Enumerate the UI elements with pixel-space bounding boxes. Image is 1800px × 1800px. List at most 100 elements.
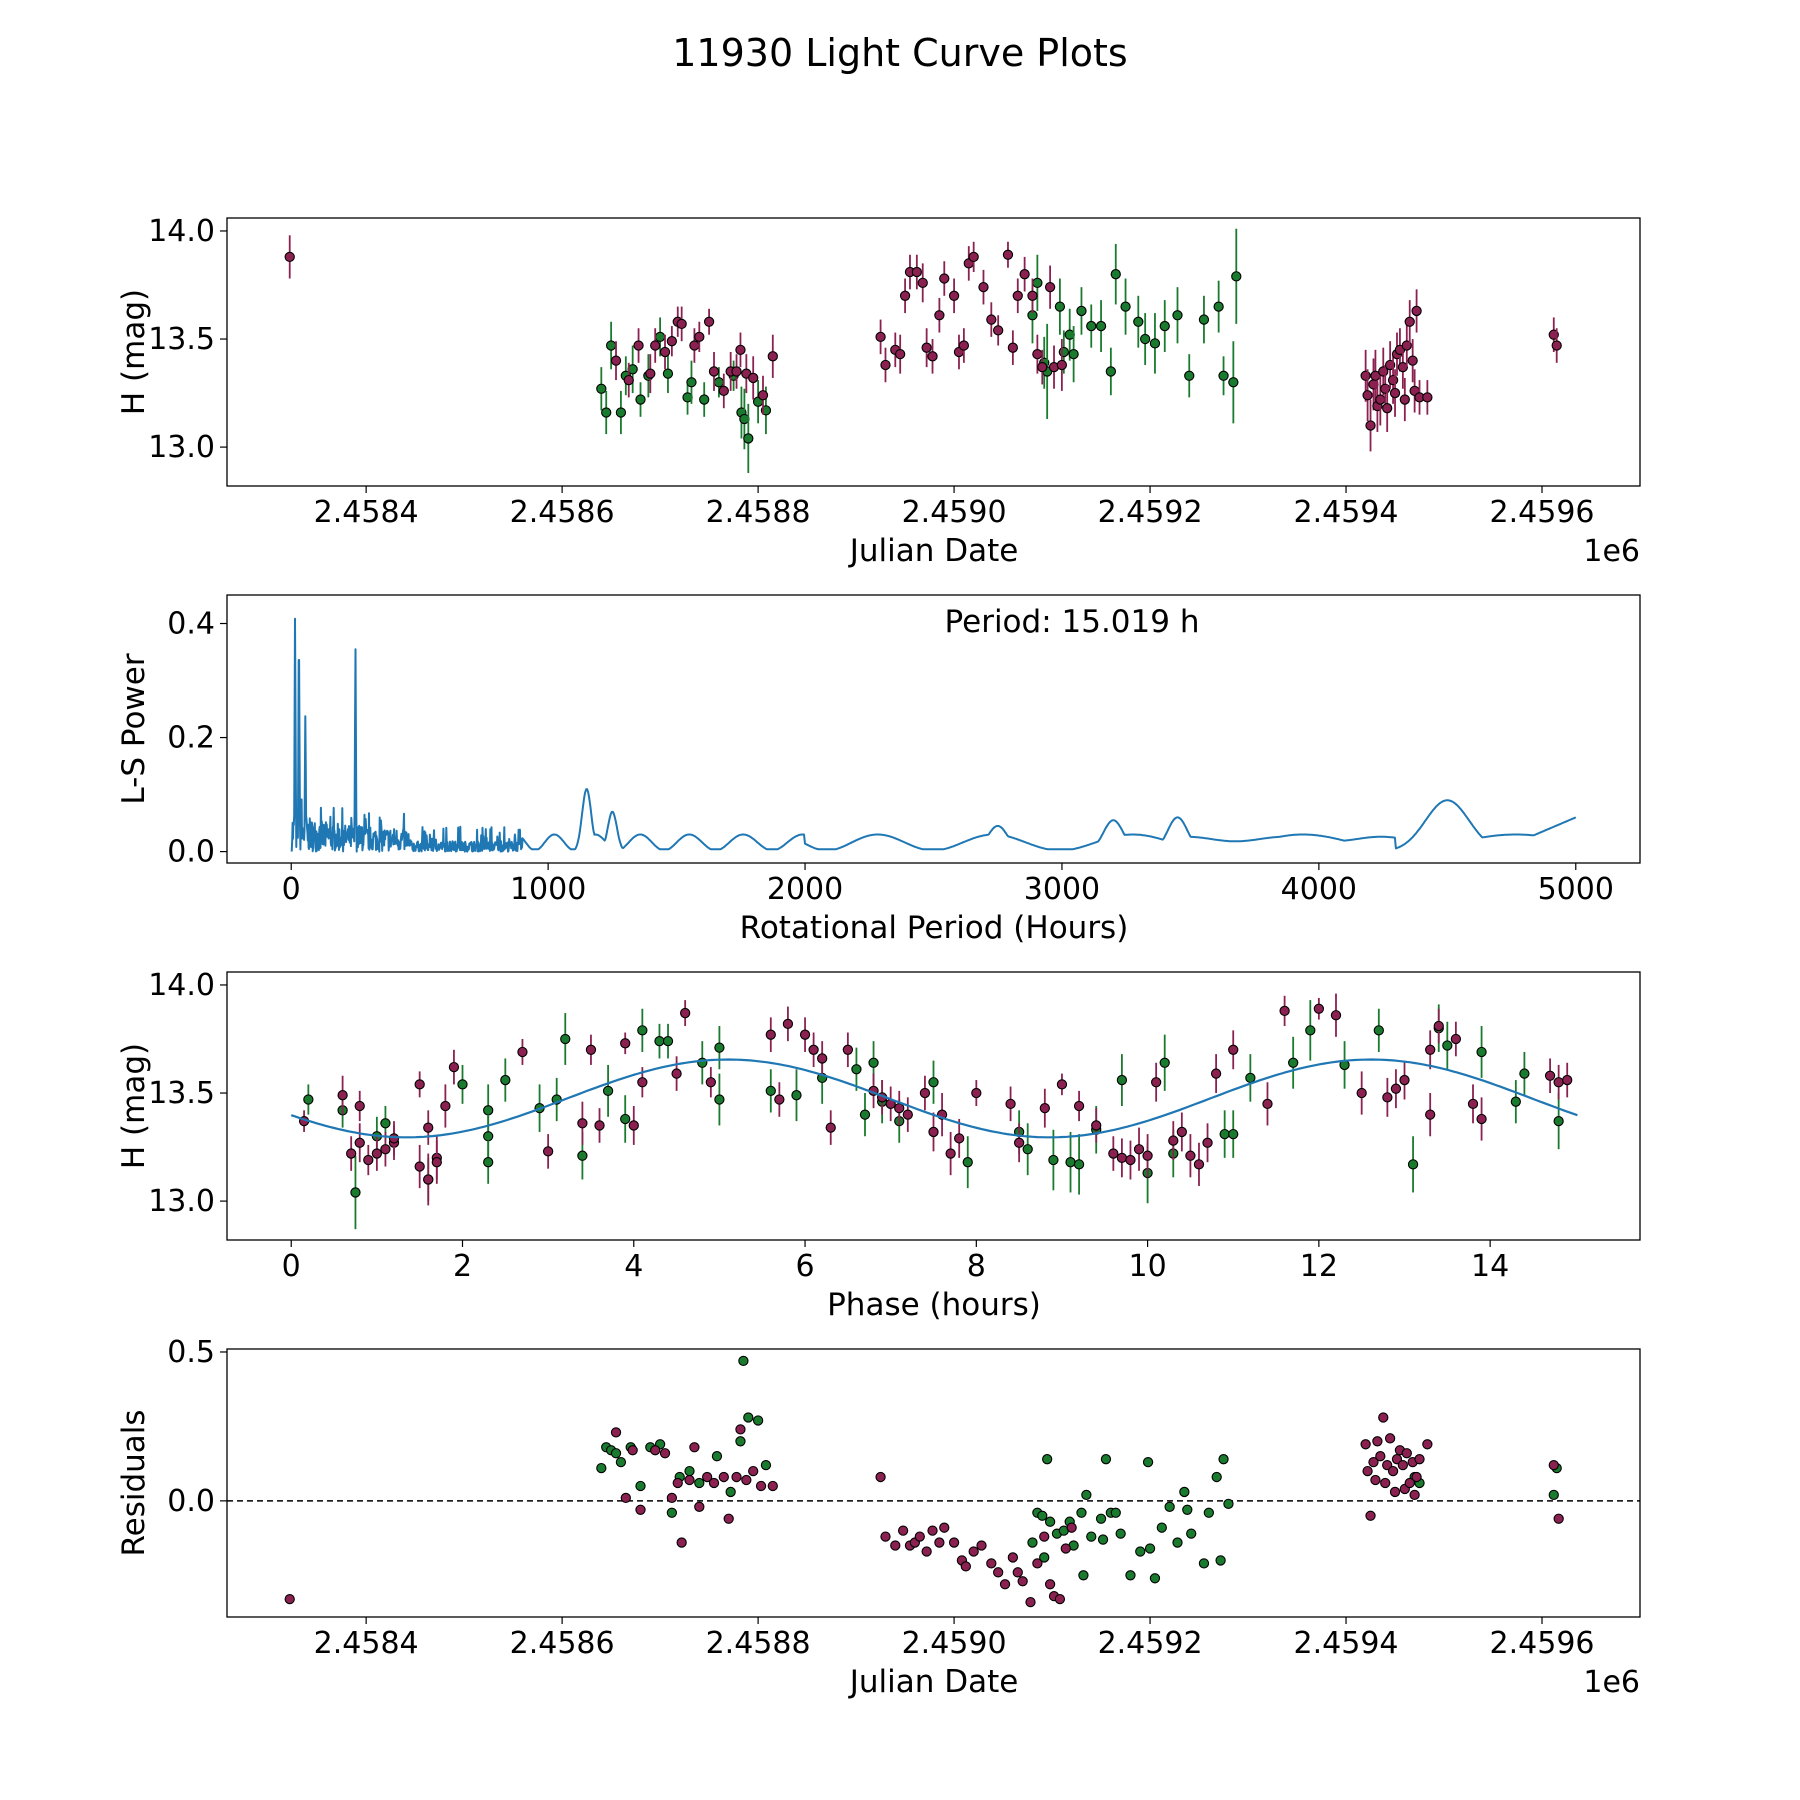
light-curve-point: [1380, 383, 1391, 394]
phase-point: [799, 1029, 811, 1040]
residuals-point: [1411, 1471, 1422, 1483]
phase-xtick-label: 4: [624, 1249, 643, 1284]
phase-point: [1356, 1087, 1367, 1099]
residuals-point: [960, 1561, 971, 1572]
phase-point: [1553, 1077, 1564, 1088]
periodogram-frame: [226, 594, 1641, 864]
residuals-xlabel: Julian Date: [848, 1664, 1019, 1700]
light-curve-point: [1076, 305, 1087, 317]
phase-ytick-label: 14.0: [148, 968, 215, 1003]
residuals-xtick-label: 2.4592: [1098, 1626, 1203, 1661]
residuals-xtick-label: 2.4588: [706, 1626, 811, 1661]
phase-point: [1116, 1152, 1128, 1164]
light-curve-point: [1382, 403, 1393, 414]
phase-point: [945, 1148, 956, 1159]
residuals-point: [735, 1436, 746, 1447]
light-curve-point: [676, 318, 687, 330]
phase-point: [765, 1085, 776, 1097]
residuals-point: [731, 1471, 742, 1483]
residuals-point: [1172, 1537, 1183, 1548]
phase-point: [380, 1118, 391, 1129]
residuals-point: [1007, 1552, 1019, 1563]
residuals-point: [1362, 1465, 1373, 1477]
residuals-point: [1365, 1510, 1376, 1521]
residuals-point: [1553, 1513, 1564, 1524]
residuals-point: [1389, 1486, 1401, 1498]
light-curve-xtick-label: 2.4594: [1294, 495, 1399, 530]
phase-point: [1476, 1113, 1487, 1125]
residuals-point: [1223, 1498, 1234, 1509]
light-curve-point: [1110, 269, 1121, 280]
periodogram-xtick-label: 5000: [1538, 872, 1614, 907]
light-curve-point: [1002, 249, 1014, 260]
light-curve-point: [615, 407, 627, 418]
light-curve-point: [767, 351, 778, 362]
residuals-point: [689, 1442, 700, 1453]
phase-point: [671, 1068, 682, 1079]
residuals-point: [741, 1474, 752, 1486]
residuals-point: [752, 1415, 764, 1426]
residuals-point: [1380, 1477, 1391, 1489]
residuals-point: [1149, 1573, 1161, 1584]
light-curve-point: [605, 340, 617, 351]
light-curve-point: [610, 355, 622, 366]
residuals-point: [897, 1525, 909, 1536]
phase-point: [1039, 1103, 1050, 1114]
light-curve-point: [1032, 277, 1043, 288]
light-curve-point: [1231, 271, 1242, 282]
phase-point: [620, 1038, 631, 1049]
residuals-point: [725, 1486, 736, 1498]
phase-point: [808, 1044, 819, 1055]
phase-point: [1159, 1057, 1170, 1068]
periodogram-ylabel: L-S Power: [116, 653, 152, 804]
residuals-point: [1211, 1471, 1222, 1483]
phase-point: [1151, 1077, 1162, 1088]
phase-point: [714, 1094, 725, 1105]
phase-point: [817, 1053, 828, 1064]
phase-point: [825, 1122, 836, 1133]
phase-point: [354, 1100, 365, 1112]
phase-point: [1467, 1098, 1479, 1109]
residuals-point: [760, 1459, 772, 1471]
phase-point: [851, 1064, 862, 1075]
phase-point: [1202, 1137, 1213, 1148]
phase-point: [1133, 1144, 1145, 1155]
phase-point: [1279, 1005, 1290, 1017]
light-curve-point: [757, 390, 769, 401]
phase-point: [1245, 1072, 1256, 1084]
phase-point: [363, 1154, 374, 1166]
residuals-point: [711, 1451, 723, 1462]
light-curve-point: [1120, 301, 1131, 312]
residuals-point: [1164, 1501, 1175, 1512]
light-curve-point: [596, 383, 607, 394]
light-curve-x-offset: 1e6: [1583, 534, 1640, 569]
light-curve-point: [958, 340, 970, 351]
residuals-point: [948, 1537, 960, 1548]
phase-point: [350, 1187, 361, 1198]
phase-point: [1544, 1070, 1556, 1081]
residuals-point: [610, 1448, 622, 1459]
periodogram-ytick-label: 0.0: [167, 835, 215, 870]
phase-point: [680, 1007, 691, 1019]
residuals-point: [1422, 1439, 1433, 1450]
phase-xtick-label: 6: [795, 1249, 814, 1284]
residuals-point: [999, 1579, 1011, 1590]
residuals-point: [1078, 1570, 1089, 1581]
residuals-point: [1142, 1457, 1154, 1468]
phase-point: [1073, 1100, 1085, 1112]
phase-point: [1519, 1068, 1530, 1079]
light-curve-point: [1422, 392, 1433, 403]
phase-point: [594, 1120, 605, 1131]
phase-panel: 0 2 4 6 8 10 12 14 13.0 13.5 14.0 Phase (hours) H …: [116, 968, 1641, 1323]
phase-point: [423, 1174, 434, 1185]
phase-point: [1330, 1010, 1342, 1021]
residuals-point: [1378, 1412, 1389, 1423]
light-curve-point: [1058, 346, 1069, 358]
light-curve-point: [708, 366, 720, 377]
residuals-point: [1025, 1596, 1036, 1608]
phase-point: [1210, 1068, 1222, 1079]
residuals-point: [684, 1474, 695, 1486]
residuals-point: [627, 1445, 638, 1456]
phase-point: [440, 1100, 451, 1112]
light-curve-point: [1027, 290, 1038, 301]
